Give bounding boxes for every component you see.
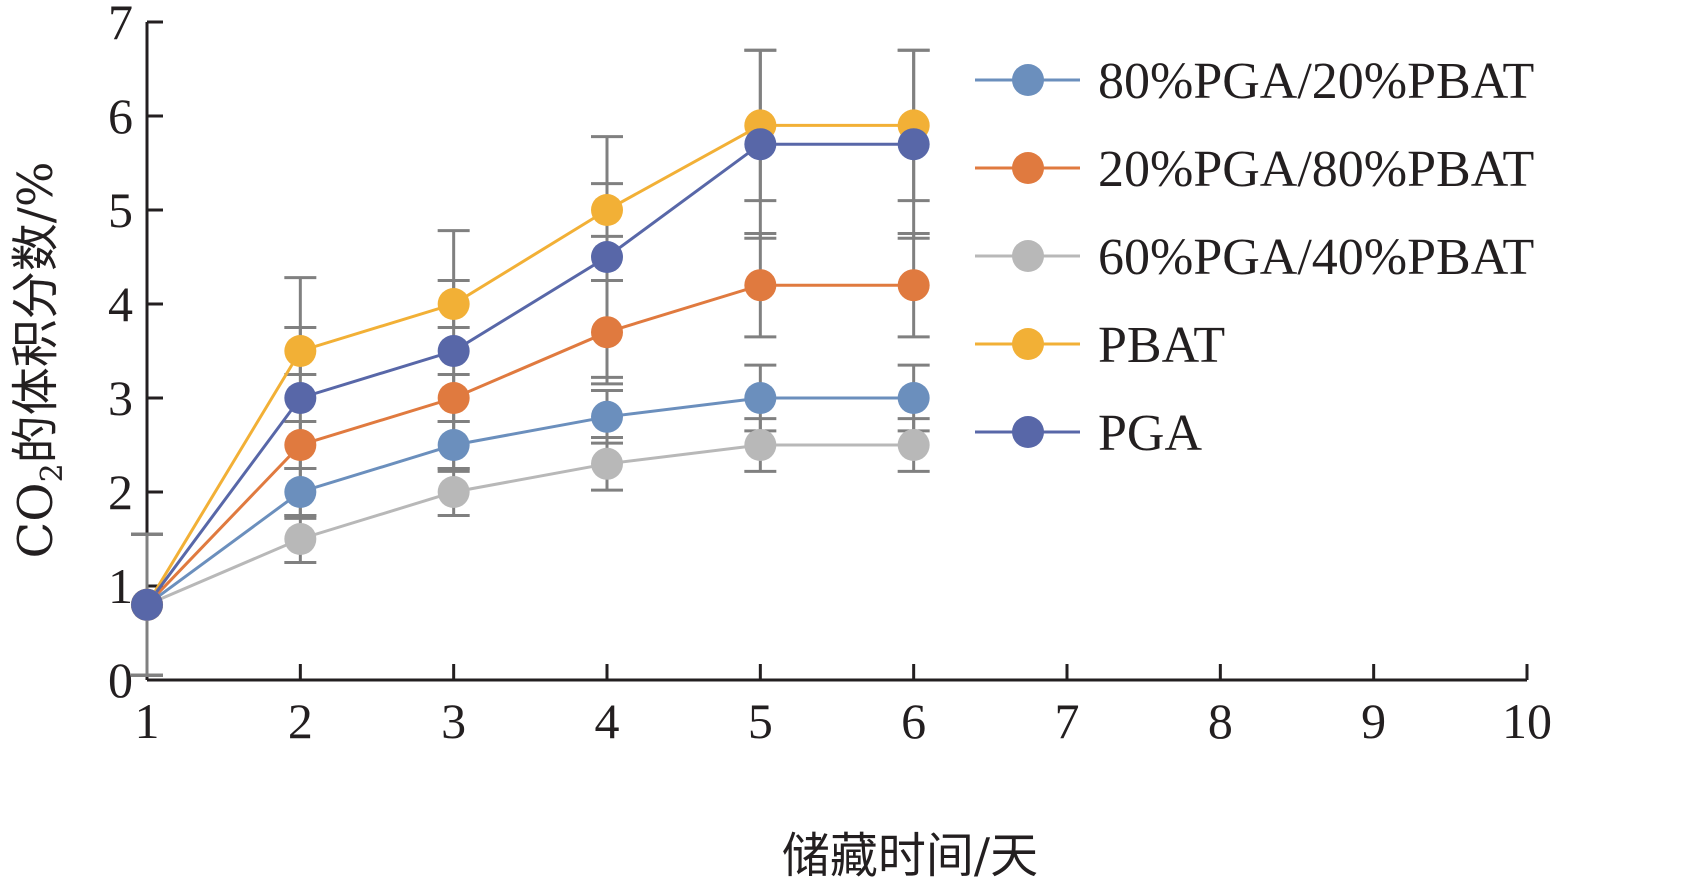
x-tick-label: 3 xyxy=(441,693,466,749)
x-tick-label: 9 xyxy=(1361,693,1386,749)
series-line xyxy=(146,443,914,607)
data-point xyxy=(437,429,470,461)
data-point xyxy=(284,335,317,367)
x-tick-label: 2 xyxy=(288,693,313,749)
data-point xyxy=(284,429,317,461)
y-tick-label: 1 xyxy=(108,558,133,614)
data-point xyxy=(591,241,623,273)
data-point xyxy=(591,400,623,433)
data-point xyxy=(744,429,777,461)
y-tick-label: 0 xyxy=(108,652,133,708)
x-tick-label: 1 xyxy=(135,693,160,749)
legend-label: 20%PGA/80%PBAT xyxy=(1098,141,1534,198)
data-point xyxy=(284,476,317,508)
y-tick-label: 3 xyxy=(108,370,133,426)
data-point xyxy=(591,447,623,480)
data-point xyxy=(437,335,470,367)
y-axis-title-subscript: 2 xyxy=(35,463,70,482)
legend-marker xyxy=(1012,64,1044,96)
data-point xyxy=(897,269,930,302)
y-tick-label: 7 xyxy=(108,0,133,50)
data-point xyxy=(591,194,623,226)
x-tick-label: 5 xyxy=(748,693,773,749)
legend-marker xyxy=(1012,240,1044,272)
data-point xyxy=(131,588,163,621)
x-tick-label: 8 xyxy=(1208,693,1233,749)
y-axis-title: CO2的体积分数/% xyxy=(8,162,70,559)
series-line xyxy=(145,142,914,606)
x-tick-label: 4 xyxy=(595,693,620,749)
data-point xyxy=(437,288,470,320)
data-point xyxy=(897,128,930,161)
series-line xyxy=(145,283,914,606)
data-point xyxy=(897,429,930,461)
data-point xyxy=(744,382,777,414)
y-tick-label: 6 xyxy=(108,88,133,144)
data-point xyxy=(744,269,777,302)
series-line xyxy=(145,123,914,606)
legend: 80%PGA/20%PBAT 20%PGA/80%PBAT 60%PGA/40%PB… xyxy=(975,53,1534,462)
data-point xyxy=(437,382,470,414)
legend-marker xyxy=(1012,152,1044,184)
data-point xyxy=(284,523,317,555)
data-point xyxy=(437,476,470,508)
legend-marker xyxy=(1012,416,1044,448)
y-tick-label: 5 xyxy=(108,182,133,238)
y-axis-title-prefix: CO xyxy=(8,482,64,558)
x-axis-title: 储藏时间/天 xyxy=(782,828,1038,884)
y-tick-label: 2 xyxy=(108,464,133,520)
legend-label: 60%PGA/40%PBAT xyxy=(1098,229,1534,286)
legend-marker xyxy=(1012,328,1044,360)
y-axis-title-suffix: 的体积分数/% xyxy=(8,162,64,464)
data-point xyxy=(744,128,777,161)
legend-label: 80%PGA/20%PBAT xyxy=(1098,53,1534,110)
legend-label: PBAT xyxy=(1098,317,1225,374)
x-tick-label: 6 xyxy=(901,693,926,749)
series-line xyxy=(146,396,914,607)
x-tick-label: 10 xyxy=(1502,693,1552,749)
data-point xyxy=(591,316,623,349)
y-tick-label: 4 xyxy=(108,276,133,332)
data-point xyxy=(897,382,930,414)
legend-label: PGA xyxy=(1098,405,1202,462)
series-lines xyxy=(145,123,914,607)
series-points xyxy=(131,109,930,621)
x-tick-label: 7 xyxy=(1055,693,1080,749)
data-point xyxy=(284,382,317,414)
